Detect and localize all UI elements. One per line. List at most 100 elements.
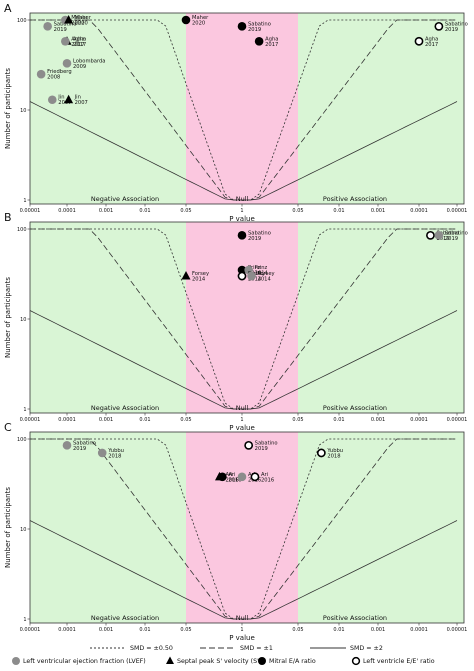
point-label-name: Jin [57,95,64,101]
lvef-point [62,59,72,68]
point-label-year: 2019 [445,27,458,33]
x-tick-label: 0.01 [333,208,344,214]
point-label-name: Agha [425,36,438,42]
point-label-name: Sabatino [445,230,468,236]
x-tick-label: 0.001 [99,417,113,423]
y-tick-label: 1 [23,617,26,623]
point-label-name: Sabatino [248,230,271,236]
point-label-name: Yubbu [107,448,124,454]
ee-ratio-point [237,271,247,281]
x-tick-label: 0.0001 [58,627,76,633]
legend-ea-marker [258,657,266,665]
mitral-ea-point [181,15,191,25]
negative-region [30,13,186,204]
point-label: Yubbu 2018 [107,448,124,460]
point-label: Lobombarda 2009 [73,58,105,69]
x-tick-label: 0.05 [180,417,191,423]
point-label-name: Prinz [255,265,268,271]
point-label-year: 2016 [228,477,241,483]
y-tick-label: 1 [23,198,26,204]
point-label: Sabatino 2019 [436,230,459,242]
y-tick-label: 100 [17,437,27,443]
point-label: Forsey 2014 [192,271,209,283]
point-label: Agha 2017 [265,36,278,48]
point-label-name: Sabatino [436,230,459,236]
point-label: Forsey 2014 [258,271,275,283]
point-label-name: Sabatino [73,440,96,446]
region-label-positive: Positive Association [323,404,387,412]
y-tick-label: 10 [20,108,26,114]
panel-letter: C [4,421,12,434]
legend-line-label: SMD = ±1 [240,645,273,652]
point-label-year: 2019 [436,236,449,242]
x-tick-label: 0.05 [180,208,191,214]
point-label-name: Lobombarda [73,58,105,64]
point-label-name: Prinz [248,265,261,271]
point-label: Maher 2020 [71,15,88,27]
legend-marker-label: Septal peak S' velocity (S') [177,658,261,665]
region-label-null: Null [236,195,249,203]
x-tick-label: 0.05 [292,627,303,633]
x-tick-label: 0.01 [333,627,344,633]
region-label-negative: Negative Association [91,614,159,622]
x-axis-title: P value [229,634,255,642]
positive-region [298,222,464,413]
x-tick-label: 0.01 [139,627,150,633]
point-label-year: 2017 [71,42,84,48]
point-label-name: Yubbu [326,448,343,454]
negative-region [30,222,186,413]
point-label-year: 2017 [425,42,438,48]
ee-ratio-point [244,440,254,450]
x-tick-label: 1 [240,627,243,633]
point-label-year: 2020 [75,21,88,27]
y-axis-title: Number of participants [4,487,12,568]
point-label-year: 2019 [248,236,261,242]
panel-letter: A [4,2,12,15]
point-label-name: Maher [192,15,209,21]
x-axis-title: P value [229,424,255,432]
panel-letter: B [4,211,12,224]
point-label-name: Friedberg [47,69,71,75]
x-tick-label: 0.001 [371,208,385,214]
x-tick-label: 0.00001 [20,208,41,214]
point-label: Forsey 2014 [248,271,265,283]
region-label-null: Null [236,614,249,622]
point-label-year: 2019 [73,446,86,452]
point-label-year: 2007 [75,100,88,106]
region-label-null: Null [236,404,249,412]
null-region [186,432,298,623]
point-label-year: 2018 [327,453,340,459]
x-tick-label: 0.05 [180,627,191,633]
x-tick-label: 0.001 [99,627,113,633]
chart-panel-c: 0.00001 0.0001 0.001 0.01 0.05 1 0.05 0.01 0.001… [4,421,467,642]
point-label-name: Jin [74,95,81,101]
positive-region [298,432,464,623]
ee-ratio-point [426,230,435,240]
point-label: Sabatino 2019 [255,440,278,452]
x-tick-label: 0.001 [99,208,113,214]
region-label-negative: Negative Association [91,195,159,203]
y-tick-label: 10 [20,527,26,533]
lvef-point [237,472,247,482]
legend-lvef-marker [12,657,20,665]
lvef-point [97,448,107,458]
x-tick-label: 0.00001 [447,208,468,214]
region-label-positive: Positive Association [323,614,387,622]
point-label-year: 2016 [261,477,274,483]
point-label-name: Sabatino [248,21,271,27]
y-tick-label: 100 [17,227,27,233]
point-label-name: Maher [71,15,88,21]
x-tick-label: 0.01 [139,417,150,423]
region-label-negative: Negative Association [91,404,159,412]
legend: SMD = ±0.50 SMD = ±1 SMD = ±2 Left ventricu… [12,645,435,665]
y-axis-title: Number of participants [4,68,12,149]
mitral-ea-point [218,472,227,482]
contour-smd-2 [29,101,458,201]
x-tick-label: 0.05 [292,208,303,214]
x-tick-label: 0.00001 [20,627,41,633]
